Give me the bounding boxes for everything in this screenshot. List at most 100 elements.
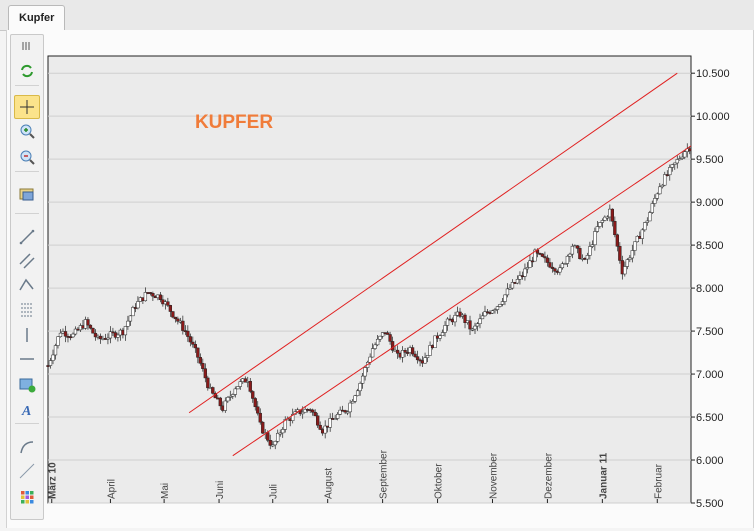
crosshair-icon[interactable] [14,95,40,119]
candle-body [438,335,442,339]
candle-body [688,148,692,152]
candle-body [71,333,75,338]
candle-body [510,282,515,289]
candle-body [278,432,282,435]
candle-body [673,162,677,165]
candle-body [468,320,472,330]
candle-body [603,216,607,221]
vertical-line-icon[interactable] [14,323,40,347]
candle-body [525,267,530,270]
candle-body [198,357,202,364]
candle-body [63,331,68,337]
candle-body [378,335,382,340]
candle-body [680,156,684,159]
y-tick-label: 9.500 [696,154,724,166]
add-rectangle-icon[interactable] [14,373,40,397]
candle-body [508,287,512,290]
candle-body [91,327,95,334]
candle-body [610,208,614,222]
candle-body [171,311,175,318]
candle-body [410,347,415,355]
candle-body [428,345,432,356]
month-label: März 10 [48,462,59,499]
candle-body [675,159,679,164]
tab-kupfer[interactable]: Kupfer [8,5,66,30]
candle-body [560,263,565,269]
candle-body [568,253,572,257]
candle-body [653,198,657,204]
ray-icon[interactable] [14,459,40,483]
y-tick-label: 10.000 [696,111,730,123]
candle-body [423,357,427,364]
screenshot-icon[interactable] [14,183,40,207]
month-label: Mai [160,483,171,499]
candle-body [281,429,285,434]
horizontal-line-icon[interactable] [14,347,40,371]
candle-body [271,444,275,447]
candle-body [318,424,322,430]
y-tick-label: 6.500 [696,412,724,424]
y-tick-label: 7.000 [696,369,724,381]
candle-body [360,375,365,384]
candle-body [540,253,545,257]
refresh-icon[interactable] [14,59,40,83]
candle-body [231,394,235,397]
candle-body [505,288,510,296]
candle-body [663,174,667,186]
candle-body [328,418,332,428]
candle-body [605,216,609,219]
month-label: Dezember [543,452,554,499]
toolbar-grip-icon[interactable] [14,39,38,53]
candle-body [498,304,502,307]
candle-body [385,332,390,335]
month-label: April [106,479,117,499]
arc-icon[interactable] [14,435,40,459]
trendline-icon[interactable] [14,225,40,249]
candle-body [211,387,215,394]
zoom-out-icon[interactable] [14,145,40,169]
candle-body [600,220,605,223]
plot-area [47,55,692,504]
candle-body [618,246,622,261]
candle-body [46,365,50,367]
month-label: August [324,468,335,499]
fibonacci-icon[interactable] [14,297,40,321]
candle-body [598,222,602,227]
candle-body [348,402,352,413]
candle-body [193,344,197,349]
y-tick-label: 10.500 [696,68,730,80]
candle-body [206,377,210,389]
candle-body [388,334,392,342]
candle-body [316,415,320,426]
candle-body [203,368,207,379]
candle-body [158,294,163,300]
candle-body [483,311,487,317]
candle-body [623,266,627,275]
grid-icon[interactable] [14,485,40,509]
candle-body [53,345,58,356]
candle-body [283,419,287,430]
candle-body [148,292,153,294]
svg-text:A: A [21,404,31,418]
zoom-in-icon[interactable] [14,119,40,143]
candle-body [248,380,252,392]
candle-body [683,151,687,158]
y-tick-label: 9.000 [696,197,724,209]
candle-body [390,341,395,351]
candle-body [490,310,495,314]
candle-body [363,367,367,377]
candle-body [126,320,130,327]
candle-body [503,294,507,302]
candle-body [355,390,360,396]
channel-icon[interactable] [14,249,40,273]
candle-body [243,378,247,383]
candle-body [658,186,662,195]
candle-body [493,309,497,312]
candle-body [558,267,562,273]
polyline-icon[interactable] [14,273,40,297]
candle-body [660,184,664,188]
text-tool-icon[interactable]: A [14,397,40,421]
candle-body [228,395,232,398]
candle-body [88,324,93,329]
